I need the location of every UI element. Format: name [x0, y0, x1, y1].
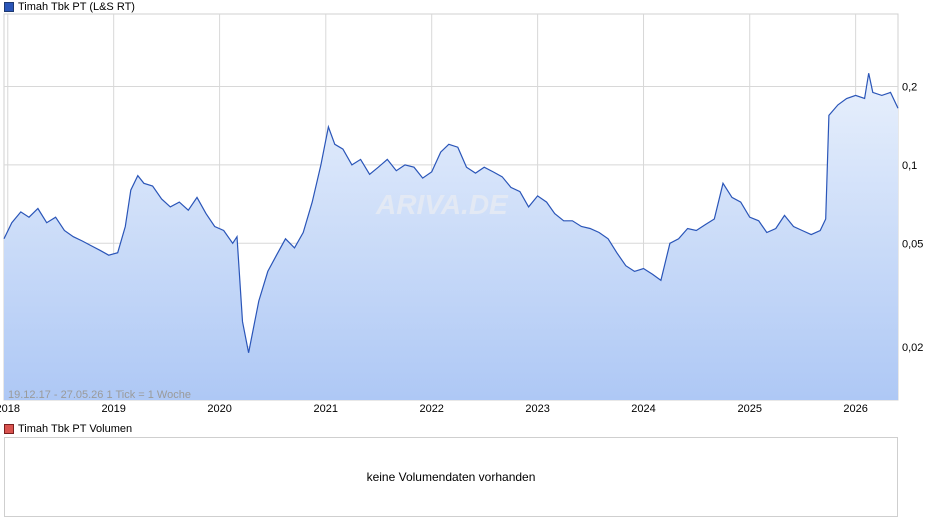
x-tick-label: 2025 [737, 403, 761, 415]
x-tick-label: 2023 [525, 403, 549, 415]
price-legend: Timah Tbk PT (L&S RT) [4, 1, 135, 13]
x-tick-label: 2021 [314, 403, 338, 415]
y-tick-labels: 0,2 0,1 0,05 0,02 [902, 82, 923, 354]
x-tick-label: 2026 [843, 403, 867, 415]
price-line [3, 73, 899, 353]
y-tick-label: 0,02 [902, 342, 923, 354]
volume-legend: Timah Tbk PT Volumen [4, 423, 132, 435]
volume-chart: keine Volumendaten vorhanden [4, 437, 898, 517]
price-area [4, 73, 898, 400]
x-tick-label: 2019 [101, 403, 125, 415]
y-tick-label: 0,1 [902, 160, 917, 172]
volume-legend-label: Timah Tbk PT Volumen [18, 423, 133, 435]
x-tick-label: 2020 [207, 403, 231, 415]
y-tick-label: 0,2 [902, 82, 917, 94]
no-volume-message: keine Volumendaten vorhanden [366, 470, 536, 484]
price-legend-label: Timah Tbk PT (L&S RT) [18, 1, 135, 13]
x-tick-label: 2024 [631, 403, 655, 415]
date-range-label: 19.12.17 - 27.05.26 1 Tick = 1 Woche [8, 389, 191, 401]
watermark: ARIVA.DE [375, 189, 509, 220]
volume-legend-swatch [4, 424, 14, 434]
x-tick-label: 2022 [419, 403, 443, 415]
y-tick-label: 0,05 [902, 238, 923, 250]
price-legend-swatch [4, 2, 14, 12]
